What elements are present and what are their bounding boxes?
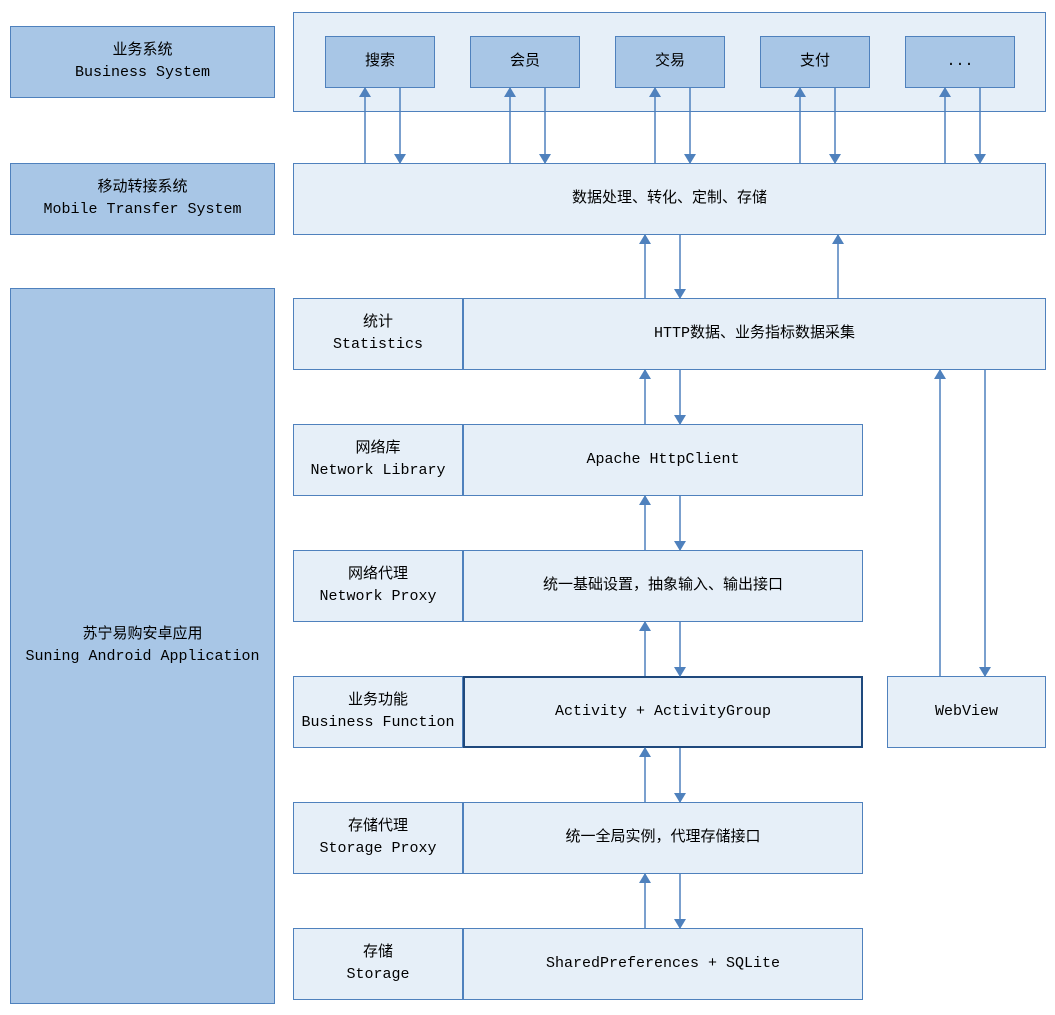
node-sp_panel: 统一全局实例，代理存储接口 — [463, 802, 863, 874]
node-sp_label: 存储代理Storage Proxy — [293, 802, 463, 874]
node-sp_label-cn: 存储代理 — [348, 816, 408, 839]
node-webview: WebView — [887, 676, 1046, 748]
node-net_panel: Apache HttpClient — [463, 424, 863, 496]
node-st_label: 存储Storage — [293, 928, 463, 1000]
node-bs_label-en: Business System — [75, 62, 210, 85]
node-bs_search: 搜索 — [325, 36, 435, 88]
node-app_label-en: Suning Android Application — [25, 646, 259, 669]
node-bs_search-text: 搜索 — [365, 51, 395, 74]
node-app_label-cn: 苏宁易购安卓应用 — [82, 624, 202, 647]
node-net_panel-text: Apache HttpClient — [586, 449, 739, 472]
node-bf_label: 业务功能Business Function — [293, 676, 463, 748]
node-st_label-en: Storage — [346, 964, 409, 987]
node-sp_label-en: Storage Proxy — [319, 838, 436, 861]
node-bs_member: 会员 — [470, 36, 580, 88]
node-bf_label-en: Business Function — [301, 712, 454, 735]
node-bs_trade-text: 交易 — [655, 51, 685, 74]
node-np_label-en: Network Proxy — [319, 586, 436, 609]
node-st_panel: SharedPreferences + SQLite — [463, 928, 863, 1000]
node-stat_panel: HTTP数据、业务指标数据采集 — [463, 298, 1046, 370]
node-bs_more-text: ... — [946, 51, 973, 74]
node-bf_label-cn: 业务功能 — [348, 690, 408, 713]
node-np_panel-text: 统一基础设置，抽象输入、输出接口 — [543, 575, 783, 598]
architecture-diagram: 业务系统Business System 搜索 会员 交易 支付... 移动转接系统Mobi… — [0, 0, 1055, 1015]
node-np_label: 网络代理Network Proxy — [293, 550, 463, 622]
node-mts_panel: 数据处理、转化、定制、存储 — [293, 163, 1046, 235]
node-bs_pay-text: 支付 — [800, 51, 830, 74]
node-bs_more: ... — [905, 36, 1015, 88]
node-webview-text: WebView — [935, 701, 998, 724]
node-np_panel: 统一基础设置，抽象输入、输出接口 — [463, 550, 863, 622]
node-bs_label-cn: 业务系统 — [112, 40, 172, 63]
node-stat_label-cn: 统计 — [363, 312, 393, 335]
node-net_label-en: Network Library — [310, 460, 445, 483]
node-bs_member-text: 会员 — [510, 51, 540, 74]
node-mts_label: 移动转接系统Mobile Transfer System — [10, 163, 275, 235]
node-bf_panel: Activity + ActivityGroup — [463, 676, 863, 748]
node-st_label-cn: 存储 — [363, 942, 393, 965]
node-st_panel-text: SharedPreferences + SQLite — [546, 953, 780, 976]
node-app_label: 苏宁易购安卓应用Suning Android Application — [10, 288, 275, 1004]
node-stat_label: 统计Statistics — [293, 298, 463, 370]
node-net_label: 网络库Network Library — [293, 424, 463, 496]
node-bf_panel-text: Activity + ActivityGroup — [555, 701, 771, 724]
node-stat_label-en: Statistics — [333, 334, 423, 357]
node-net_label-cn: 网络库 — [355, 438, 400, 461]
node-mts_label-cn: 移动转接系统 — [97, 177, 187, 200]
node-mts_label-en: Mobile Transfer System — [43, 199, 241, 222]
node-np_label-cn: 网络代理 — [348, 564, 408, 587]
node-mts_panel-text: 数据处理、转化、定制、存储 — [572, 188, 767, 211]
node-stat_panel-text: HTTP数据、业务指标数据采集 — [654, 323, 855, 346]
node-bs_label: 业务系统Business System — [10, 26, 275, 98]
node-sp_panel-text: 统一全局实例，代理存储接口 — [565, 827, 760, 850]
node-bs_trade: 交易 — [615, 36, 725, 88]
node-bs_pay: 支付 — [760, 36, 870, 88]
